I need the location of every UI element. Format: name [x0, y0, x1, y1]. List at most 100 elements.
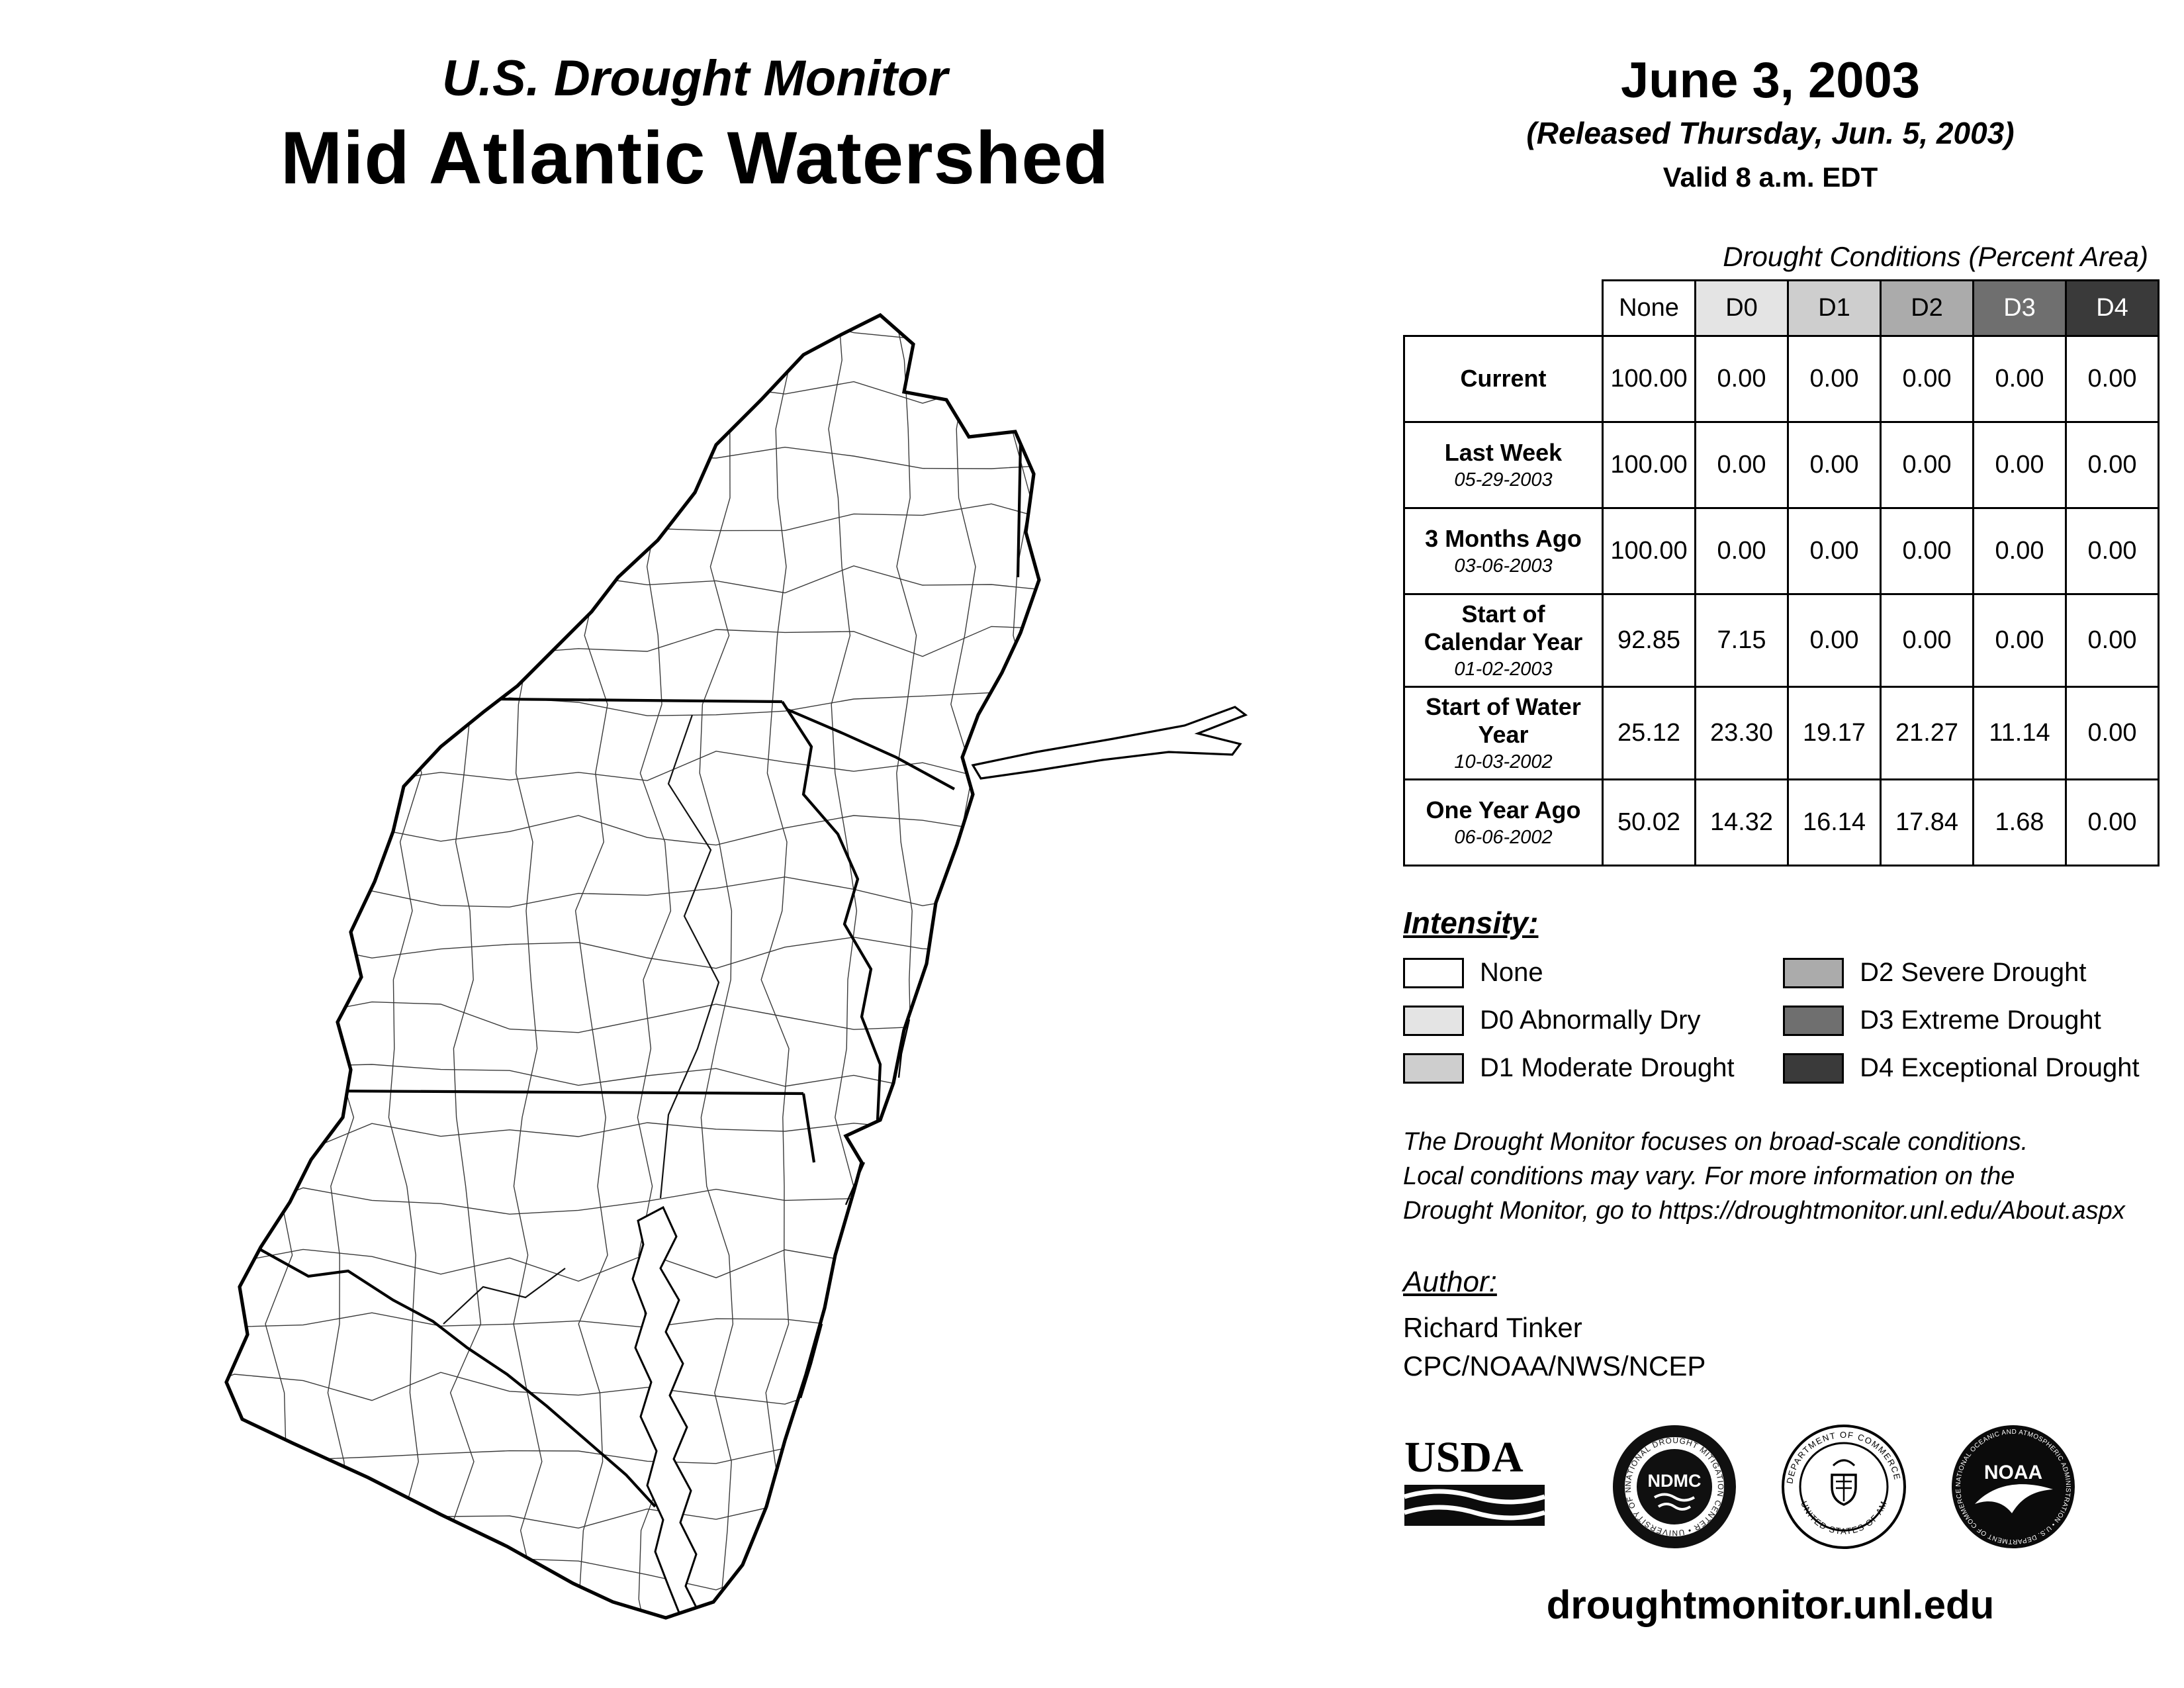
table-cell: 0.00: [2065, 592, 2160, 688]
intensity-legend: Intensity: None D0 Abnormally Dry D1 Mod…: [1403, 905, 2164, 1084]
table-cell: 0.00: [2065, 420, 2160, 509]
long-island: [971, 706, 1248, 780]
agency-logos: USDA NATIONAL DROUGHT MITIGATION CENTER …: [1403, 1423, 2164, 1550]
disclaimer: The Drought Monitor focuses on broad-sca…: [1403, 1125, 2164, 1229]
table-cell: 0.00: [2065, 334, 2160, 423]
footer-url: droughtmonitor.unl.edu: [1546, 1582, 1995, 1627]
legend-swatch-d3: [1783, 1005, 1844, 1036]
table-cell: 0.00: [1787, 592, 1882, 688]
table-cell: 0.00: [1972, 506, 2067, 595]
table-title: Drought Conditions (Percent Area): [1723, 240, 2148, 272]
ndmc-logo-icon: NATIONAL DROUGHT MITIGATION CENTER • UNI…: [1611, 1423, 1736, 1548]
legend-item-d2: D2 Severe Drought: [1783, 957, 2151, 988]
usda-logo-icon: USDA: [1403, 1433, 1546, 1526]
table-row-start-calendar-year: Start of Calendar Year 01-02-2003 92.85 7…: [1403, 592, 2160, 688]
released-date: (Released Thursday, Jun. 5, 2003): [1526, 115, 2015, 150]
table-cell: 0.00: [1787, 334, 1882, 423]
table-cell: 23.30: [1694, 685, 1789, 780]
map-date: June 3, 2003: [1620, 52, 1921, 109]
table-cell: 0.00: [1694, 506, 1789, 595]
legend-item-none: None: [1403, 957, 1746, 988]
author-org: CPC/NOAA/NWS/NCEP: [1403, 1350, 1706, 1382]
legend-swatch-none: [1403, 957, 1464, 988]
watershed-map-svg: [224, 312, 1248, 1620]
column-header-d0: D0: [1694, 279, 1789, 337]
table-cell: 0.00: [2065, 778, 2160, 867]
svg-text:NOAA: NOAA: [1984, 1462, 2042, 1483]
row-label: 3 Months Ago 03-06-2003: [1403, 506, 1604, 595]
drought-conditions-table: None D0 D1 D2 D3 D4 Current 100.00 0.00 …: [1403, 279, 2160, 867]
table-cell: 92.85: [1602, 592, 1696, 688]
legend-label: D4 Exceptional Drought: [1860, 1053, 2140, 1083]
table-cell: 0.00: [1694, 334, 1789, 423]
row-label: One Year Ago 06-06-2002: [1403, 778, 1604, 867]
disclaimer-line: The Drought Monitor focuses on broad-sca…: [1403, 1127, 2028, 1156]
table-cell: 19.17: [1787, 685, 1882, 780]
table-cell: 100.00: [1602, 334, 1696, 423]
watershed-map: [46, 278, 1317, 1675]
author-title: Author:: [1403, 1265, 1497, 1298]
valid-time: Valid 8 a.m. EDT: [1662, 161, 1878, 193]
svg-text:NDMC: NDMC: [1648, 1471, 1702, 1491]
legend-label: D2 Severe Drought: [1860, 958, 2087, 988]
column-header-d1: D1: [1787, 279, 1882, 337]
table-cell: 0.00: [1880, 420, 1974, 509]
table-row-current: Current 100.00 0.00 0.00 0.00 0.00 0.00: [1403, 334, 2160, 423]
column-header-d4: D4: [2065, 279, 2160, 337]
table-cell: 0.00: [1972, 420, 2067, 509]
table-cell: 21.27: [1880, 685, 1974, 780]
table-cell: 7.15: [1694, 592, 1789, 688]
table-cell: 11.14: [1972, 685, 2067, 780]
watershed-outline-fill: [226, 315, 1039, 1618]
info-panel: June 3, 2003 (Released Thursday, Jun. 5,…: [1377, 53, 2164, 1628]
legend-label: D0 Abnormally Dry: [1480, 1006, 1701, 1035]
column-header-d2: D2: [1880, 279, 1974, 337]
title-block: U.S. Drought Monitor Mid Atlantic Waters…: [40, 50, 1350, 201]
table-cell: 16.14: [1787, 778, 1882, 867]
commerce-seal-icon: DEPARTMENT OF COMMERCE UNITED STATES OF …: [1780, 1423, 1906, 1549]
region-title: Mid Atlantic Watershed: [280, 117, 1110, 199]
column-header-d3: D3: [1972, 279, 2067, 337]
rivers: [443, 714, 720, 1325]
legend-label: D3 Extreme Drought: [1860, 1006, 2101, 1035]
table-header-row: None D0 D1 D2 D3 D4: [1404, 279, 2160, 337]
row-label: Current: [1403, 334, 1604, 423]
table-cell: 100.00: [1602, 506, 1696, 595]
noaa-logo-icon: NATIONAL OCEANIC AND ATMOSPHERIC ADMINIS…: [1952, 1425, 2075, 1548]
column-header-none: None: [1602, 279, 1696, 337]
table-cell: 1.68: [1972, 778, 2067, 867]
table-cell: 0.00: [1694, 420, 1789, 509]
table-cell: 0.00: [1972, 334, 2067, 423]
legend-label: None: [1480, 958, 1543, 988]
table-cell: 25.12: [1602, 685, 1696, 780]
table-row-last-week: Last Week 05-29-2003 100.00 0.00 0.00 0.0…: [1403, 420, 2160, 509]
table-row-start-water-year: Start of Water Year 10-03-2002 25.12 23.3…: [1403, 685, 2160, 780]
legend-item-d4: D4 Exceptional Drought: [1783, 1053, 2151, 1084]
legend-swatch-d4: [1783, 1053, 1844, 1084]
table-cell: 0.00: [1880, 592, 1974, 688]
table-cell: 0.00: [1787, 420, 1882, 509]
disclaimer-line: Drought Monitor, go to https://droughtmo…: [1403, 1197, 2125, 1225]
legend-swatch-d1: [1403, 1053, 1464, 1084]
legend-item-d1: D1 Moderate Drought: [1403, 1053, 1746, 1084]
row-label: Start of Calendar Year 01-02-2003: [1403, 592, 1604, 688]
table-cell: 100.00: [1602, 420, 1696, 509]
author-name: Richard Tinker: [1403, 1311, 1582, 1343]
watershed-outline: [224, 312, 1041, 1620]
table-cell: 0.00: [1787, 506, 1882, 595]
disclaimer-line: Local conditions may vary. For more info…: [1403, 1162, 2015, 1191]
row-label: Last Week 05-29-2003: [1403, 420, 1604, 509]
table-cell: 0.00: [2065, 506, 2160, 595]
table-cell: 0.00: [1972, 592, 2067, 688]
legend-swatch-d2: [1783, 957, 1844, 988]
state-borders: [259, 442, 1023, 1508]
row-label: Start of Water Year 10-03-2002: [1403, 685, 1604, 780]
legend-item-d3: D3 Extreme Drought: [1783, 1005, 2151, 1036]
table-cell: 50.02: [1602, 778, 1696, 867]
legend-label: D1 Moderate Drought: [1480, 1053, 1735, 1083]
table-cell: 0.00: [1880, 334, 1974, 423]
table-row-3-months-ago: 3 Months Ago 03-06-2003 100.00 0.00 0.00 …: [1403, 506, 2160, 595]
table-cell: 17.84: [1880, 778, 1974, 867]
table-corner: [1404, 280, 1603, 336]
